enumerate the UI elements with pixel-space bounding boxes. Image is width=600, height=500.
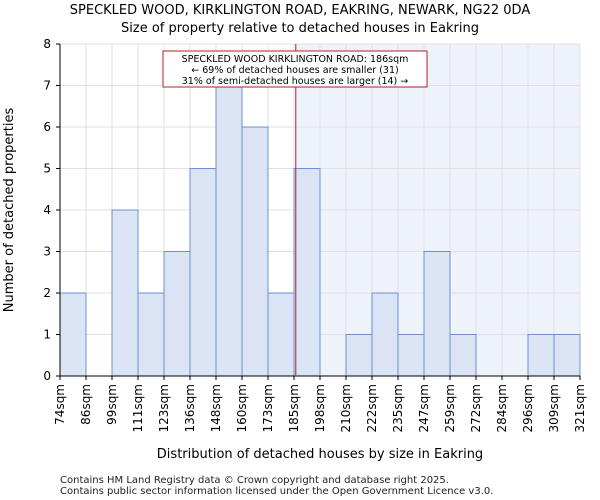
histogram-bar — [163, 251, 191, 377]
x-tick-label: 321sqm — [573, 384, 587, 432]
footer-line-1: Contains HM Land Registry data © Crown c… — [60, 475, 449, 486]
x-tick-label: 99sqm — [105, 384, 119, 425]
y-tick-label: 4 — [43, 203, 51, 217]
x-tick-label: 284sqm — [495, 384, 509, 432]
histogram-bar — [345, 334, 373, 377]
y-tick-label: 0 — [43, 369, 51, 383]
x-tick-label: 272sqm — [469, 384, 483, 432]
x-tick-label: 74sqm — [53, 384, 67, 425]
histogram-bar — [189, 168, 217, 377]
x-tick-label: 123sqm — [157, 384, 171, 432]
y-tick-label: 5 — [43, 162, 51, 176]
y-tick-label: 6 — [43, 120, 51, 134]
histogram-bar — [527, 334, 555, 377]
histogram-bar — [371, 292, 399, 377]
annotation-line: ← 69% of detached houses are smaller (31… — [191, 65, 398, 76]
y-axis-label: Number of detached properties — [2, 108, 17, 313]
x-tick-label: 148sqm — [209, 384, 223, 432]
x-axis-label: Distribution of detached houses by size … — [157, 447, 483, 462]
x-tick-label: 185sqm — [287, 384, 301, 432]
histogram-bar — [397, 334, 425, 377]
x-tick-label: 296sqm — [521, 384, 535, 432]
footer-line-2: Contains public sector information licen… — [60, 486, 493, 497]
x-tick-label: 222sqm — [365, 384, 379, 432]
annotation-line: 31% of semi-detached houses are larger (… — [182, 76, 409, 87]
x-tick-label: 235sqm — [391, 384, 405, 432]
x-tick-label: 111sqm — [131, 384, 145, 432]
x-tick-label: 247sqm — [417, 384, 431, 432]
chart-title: SPECKLED WOOD, KIRKLINGTON ROAD, EAKRING… — [70, 3, 531, 18]
x-tick-label: 309sqm — [547, 384, 561, 432]
x-tick-label: 136sqm — [183, 384, 197, 432]
annotation-box — [162, 50, 428, 88]
histogram-bar — [215, 85, 243, 377]
y-tick-label: 1 — [43, 328, 51, 342]
histogram-bar — [241, 126, 269, 377]
x-tick-label: 173sqm — [261, 384, 275, 432]
histogram-bar — [59, 292, 87, 377]
histogram-bar — [553, 334, 581, 377]
y-tick-label: 8 — [43, 37, 51, 51]
x-tick-label: 86sqm — [79, 384, 93, 425]
histogram-bar — [449, 334, 477, 377]
plot-area: 0 1 2 3 4 5 6 7 8 74sqm 86sqm 99sqm 111sqm 123sqm 136s… — [43, 37, 587, 432]
chart-subtitle: Size of property relative to detached ho… — [121, 21, 479, 36]
x-tick-label: 259sqm — [443, 384, 457, 432]
x-tick-label: 160sqm — [235, 384, 249, 432]
x-tick-label: 198sqm — [313, 384, 327, 432]
annotation-line: SPECKLED WOOD KIRKLINGTON ROAD: 186sqm — [182, 54, 409, 65]
histogram-bar — [111, 209, 139, 377]
y-tick-label: 7 — [43, 79, 51, 93]
y-tick-label: 3 — [43, 245, 51, 259]
histogram-bar — [293, 168, 321, 377]
y-tick-label: 2 — [43, 286, 51, 300]
histogram-bar — [423, 251, 451, 377]
histogram-bar — [267, 292, 295, 377]
x-tick-label: 210sqm — [339, 384, 353, 432]
histogram-bar — [137, 292, 165, 377]
